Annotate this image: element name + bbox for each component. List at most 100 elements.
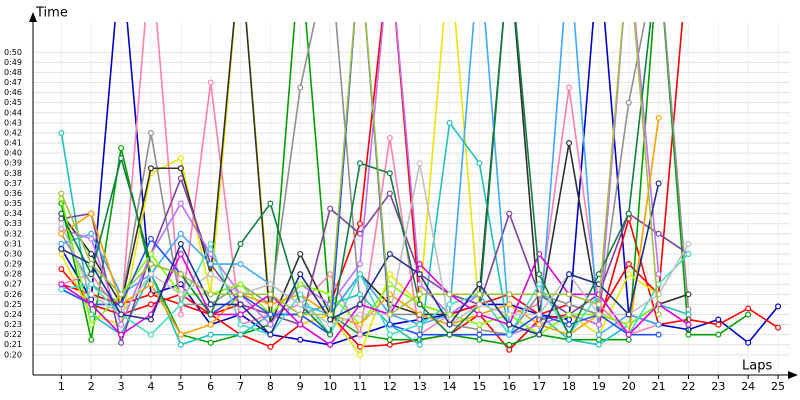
point: [88, 261, 95, 268]
point: [595, 336, 602, 343]
point: [506, 301, 513, 308]
point: [267, 200, 274, 207]
point: [327, 205, 334, 212]
point: [356, 291, 363, 298]
point: [386, 134, 393, 141]
y-tick-label: 0:41: [4, 139, 22, 148]
point: [267, 343, 274, 350]
series-line: [60, 22, 749, 346]
point: [536, 271, 543, 278]
point: [88, 210, 95, 217]
y-tick-label: 0:42: [4, 128, 22, 137]
point: [297, 271, 304, 278]
point: [207, 271, 214, 278]
point: [58, 230, 65, 237]
point: [446, 119, 453, 126]
point: [625, 311, 632, 318]
point: [327, 271, 334, 278]
point: [207, 240, 214, 247]
point: [715, 321, 722, 328]
point: [566, 311, 573, 318]
point: [566, 336, 573, 343]
point: [58, 245, 65, 252]
point: [595, 301, 602, 308]
point: [58, 250, 65, 257]
point: [386, 250, 393, 257]
point: [356, 311, 363, 318]
point: [685, 331, 692, 338]
point: [297, 321, 304, 328]
y-tick-label: 0:32: [4, 229, 22, 238]
point: [745, 311, 752, 318]
point: [58, 220, 65, 227]
point: [58, 286, 65, 293]
point: [356, 160, 363, 167]
y-tick-label: 0:20: [4, 350, 22, 359]
point: [177, 291, 184, 298]
x-tick-label: 12: [383, 380, 397, 393]
point: [476, 336, 483, 343]
point: [267, 281, 274, 288]
point: [356, 301, 363, 308]
point: [297, 336, 304, 343]
y-tick-label: 0:39: [4, 159, 22, 168]
series-line: [61, 22, 659, 337]
y-tick-label: 0:26: [4, 290, 22, 299]
point: [147, 165, 154, 172]
y-tick-label: 0:40: [4, 149, 22, 158]
point: [386, 336, 393, 343]
point: [416, 261, 423, 268]
point: [147, 261, 154, 268]
point: [237, 311, 244, 318]
point: [58, 210, 65, 217]
point: [446, 321, 453, 328]
point: [177, 165, 184, 172]
point: [416, 341, 423, 348]
y-tick-label: 0:22: [4, 330, 22, 339]
point: [267, 291, 274, 298]
point: [625, 261, 632, 268]
point: [386, 170, 393, 177]
point: [655, 271, 662, 278]
y-tick-label: 0:48: [4, 68, 22, 77]
point: [685, 291, 692, 298]
point: [536, 331, 543, 338]
point: [416, 271, 423, 278]
point: [237, 261, 244, 268]
point: [476, 281, 483, 288]
point: [147, 129, 154, 136]
y-tick-label: 0:30: [4, 249, 22, 258]
point: [118, 311, 125, 318]
point: [625, 331, 632, 338]
point: [177, 175, 184, 182]
point: [625, 210, 632, 217]
series-line: [60, 22, 689, 326]
point: [327, 316, 334, 323]
y-tick-label: 0:37: [4, 179, 22, 188]
x-tick-label: 8: [267, 380, 274, 393]
point: [177, 250, 184, 257]
x-tick-label: 18: [562, 380, 576, 393]
point: [177, 301, 184, 308]
point: [58, 240, 65, 247]
point: [506, 346, 513, 353]
point: [446, 301, 453, 308]
point: [416, 301, 423, 308]
point: [655, 230, 662, 237]
x-tick-label: 14: [443, 380, 457, 393]
y-axis-label: Time: [35, 6, 68, 21]
point: [476, 301, 483, 308]
y-tick-label: 0:43: [4, 118, 22, 127]
point: [147, 271, 154, 278]
point: [297, 84, 304, 91]
point: [237, 301, 244, 308]
point: [207, 79, 214, 86]
point: [207, 311, 214, 318]
x-tick-label: 21: [652, 380, 666, 393]
y-tick-label: 0:29: [4, 260, 22, 269]
point: [237, 331, 244, 338]
point: [356, 230, 363, 237]
point: [566, 301, 573, 308]
y-tick-label: 0:47: [4, 78, 22, 87]
